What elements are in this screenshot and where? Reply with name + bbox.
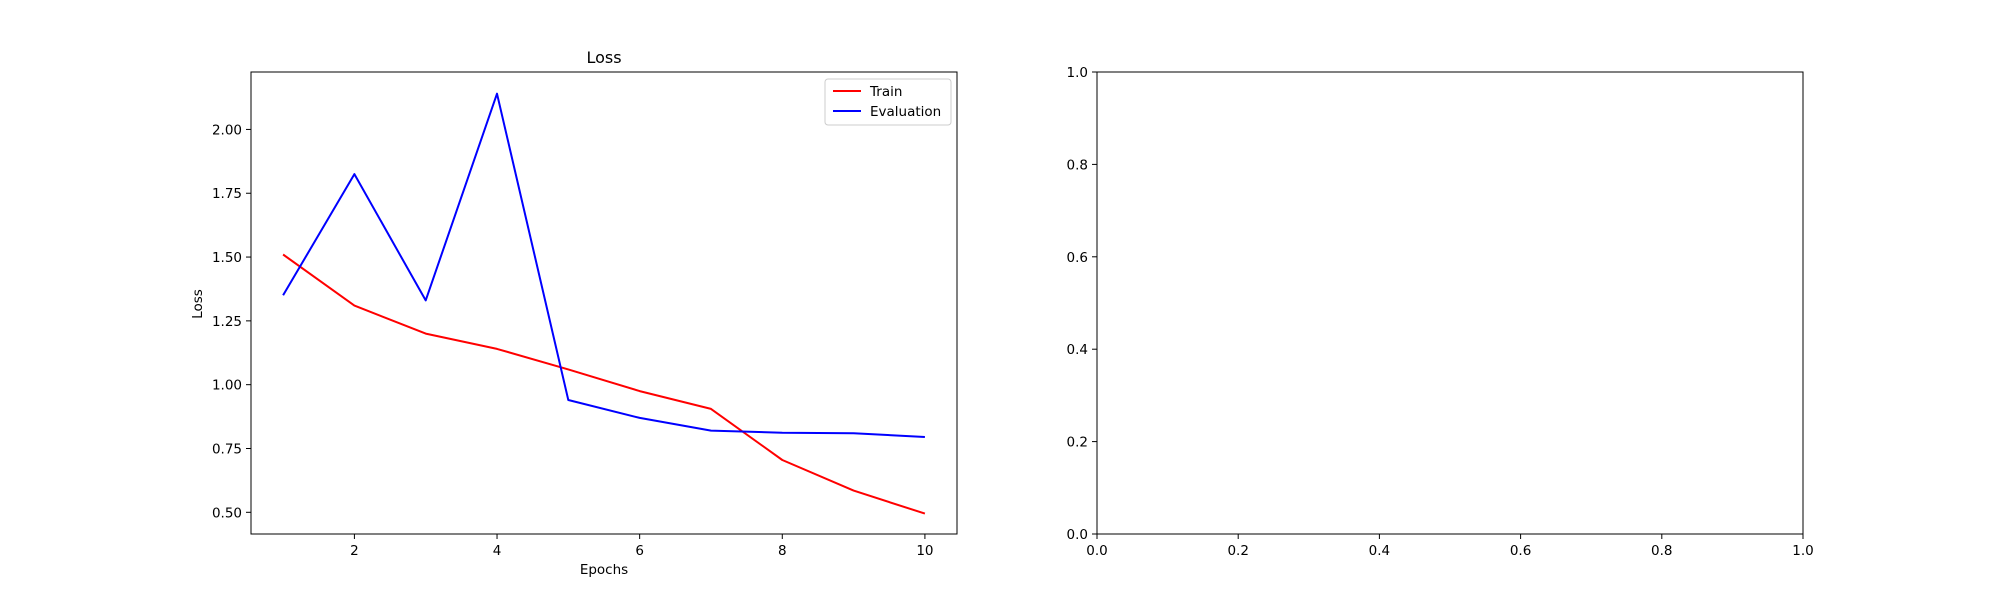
x-tick-label: 2 <box>350 543 359 559</box>
x-tick-label: 0.0 <box>1086 543 1107 559</box>
series-lines <box>282 92 926 515</box>
x-tick-label: 0.6 <box>1510 543 1531 559</box>
y-axis-ticks: 0.0 0.2 0.4 0.6 0.8 1.0 <box>1067 65 1097 543</box>
chart-title: Loss <box>586 48 621 67</box>
y-tick-label: 0.4 <box>1067 342 1088 358</box>
x-axis-ticks: 2 4 6 8 10 <box>350 534 934 559</box>
y-tick-label: 2.00 <box>212 122 242 138</box>
legend-label-evaluation: Evaluation <box>870 104 941 120</box>
legend-label-train: Train <box>869 84 902 100</box>
plot-area-frame <box>250 71 958 535</box>
y-tick-label: 1.0 <box>1067 65 1088 81</box>
y-tick-label: 0.50 <box>212 505 242 521</box>
y-tick-label: 1.75 <box>212 186 242 202</box>
x-tick-label: 0.4 <box>1369 543 1390 559</box>
x-tick-label: 4 <box>493 543 502 559</box>
x-tick-label: 6 <box>635 543 644 559</box>
plot-area-frame <box>1096 71 1804 535</box>
y-tick-label: 0.0 <box>1067 527 1088 543</box>
x-axis-ticks: 0.0 0.2 0.4 0.6 0.8 1.0 <box>1086 534 1814 559</box>
y-axis-ticks: 0.50 0.75 1.00 1.25 1.50 1.75 2.00 <box>212 122 251 521</box>
y-tick-label: 0.75 <box>212 441 242 457</box>
x-tick-label: 0.8 <box>1651 543 1672 559</box>
legend: Train Evaluation <box>824 78 952 126</box>
x-tick-label: 1.0 <box>1792 543 1813 559</box>
y-tick-label: 1.50 <box>212 250 242 266</box>
y-tick-label: 0.2 <box>1067 435 1088 451</box>
x-tick-label: 10 <box>916 543 933 559</box>
y-tick-label: 1.00 <box>212 378 242 394</box>
x-tick-label: 0.2 <box>1227 543 1248 559</box>
y-tick-label: 1.25 <box>212 314 242 330</box>
x-tick-label: 8 <box>778 543 787 559</box>
series-line-evaluation <box>282 92 925 438</box>
empty-chart-panel: 0.0 0.2 0.4 0.6 0.8 1.0 0.0 0.2 0.4 0.6 0.8 1.0 <box>1067 65 1814 559</box>
y-tick-label: 0.8 <box>1067 157 1088 173</box>
y-tick-label: 0.6 <box>1067 250 1088 266</box>
series-line-train <box>282 253 926 515</box>
x-axis-title: Epochs <box>580 562 628 578</box>
y-axis-title: Loss <box>190 289 206 319</box>
loss-chart-panel: Loss 2 4 6 8 10 0.50 0.75 1.00 1.25 1.50 1.75 2.00… <box>190 48 958 578</box>
